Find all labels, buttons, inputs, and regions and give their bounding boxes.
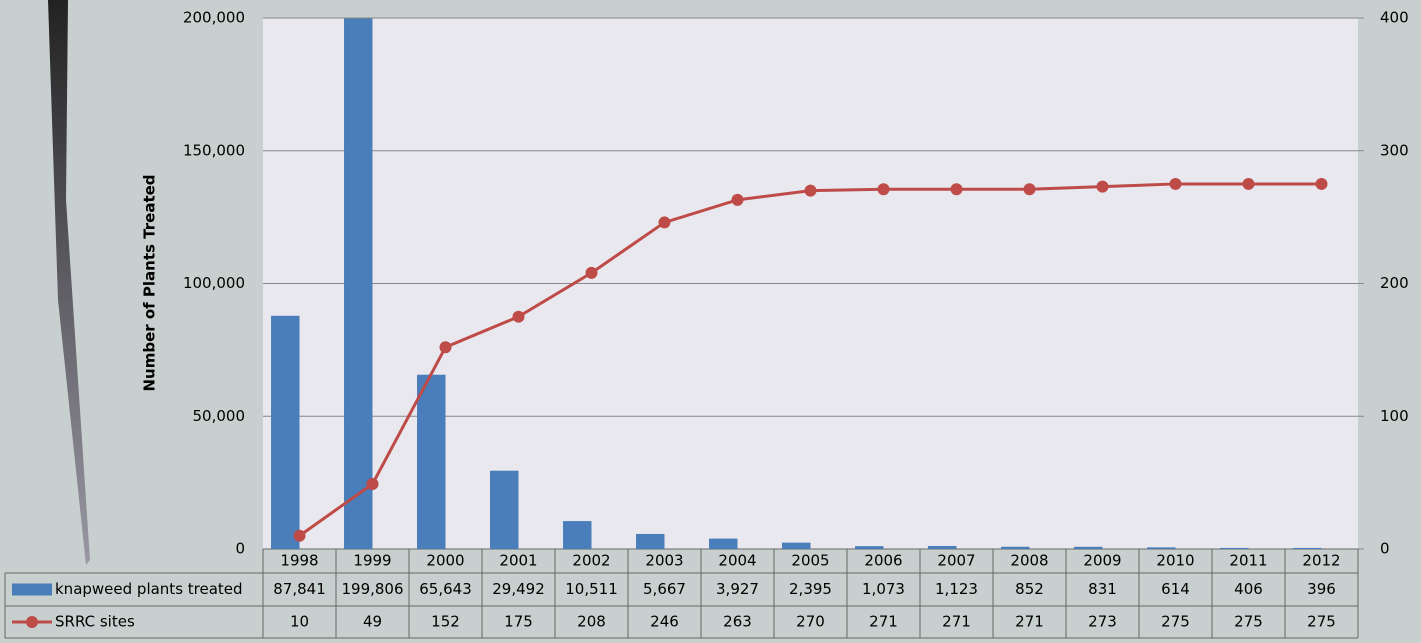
- bar: [344, 19, 372, 549]
- x-tick-label: 1998: [280, 552, 318, 570]
- table-value: 614: [1161, 580, 1190, 598]
- x-tick-label: 2003: [645, 552, 683, 570]
- x-tick-label: 2000: [426, 552, 464, 570]
- x-tick-label: 2011: [1229, 552, 1267, 570]
- bar: [1074, 547, 1102, 549]
- bar: [563, 521, 591, 549]
- bar: [636, 534, 664, 549]
- x-tick-label: 2012: [1302, 552, 1340, 570]
- table-value: 10,511: [565, 580, 618, 598]
- x-tick-label: 2009: [1083, 552, 1121, 570]
- line-point: [732, 194, 744, 206]
- table-value: 5,667: [643, 580, 686, 598]
- table-value: 175: [504, 613, 533, 631]
- bar: [928, 546, 956, 549]
- line-point: [440, 341, 452, 353]
- x-tick-label: 2007: [937, 552, 975, 570]
- legend-label: knapweed plants treated: [55, 580, 243, 598]
- bar: [1293, 548, 1321, 549]
- bar: [1147, 547, 1175, 549]
- x-tick-label: 2004: [718, 552, 756, 570]
- x-tick-label: 2001: [499, 552, 537, 570]
- bar: [271, 316, 299, 549]
- table-value: 29,492: [492, 580, 545, 598]
- line-point: [1097, 181, 1109, 193]
- table-value: 246: [650, 613, 679, 631]
- table-value: 271: [869, 613, 898, 631]
- table-value: 1,123: [935, 580, 978, 598]
- legend-swatch: [12, 584, 52, 596]
- y2-tick-label: 400: [1380, 9, 1409, 27]
- table-value: 831: [1088, 580, 1117, 598]
- y-tick-label: 100,000: [183, 274, 245, 292]
- line-point: [294, 530, 306, 542]
- table-value: 208: [577, 613, 606, 631]
- table-value: 406: [1234, 580, 1263, 598]
- legend-label: SRRC sites: [55, 613, 135, 631]
- table-value: 10: [290, 613, 309, 631]
- y2-tick-label: 200: [1380, 274, 1409, 292]
- line-point: [951, 183, 963, 195]
- table-value: 2,395: [789, 580, 832, 598]
- bar: [855, 546, 883, 549]
- table-value: 271: [1015, 613, 1044, 631]
- x-tick-label: 2005: [791, 552, 829, 570]
- table-value: 852: [1015, 580, 1044, 598]
- table-value: 275: [1161, 613, 1190, 631]
- x-tick-label: 2006: [864, 552, 902, 570]
- y-tick-label: 0: [235, 540, 245, 558]
- table-value: 273: [1088, 613, 1117, 631]
- bar: [1220, 548, 1248, 549]
- bar: [709, 539, 737, 549]
- table-value: 87,841: [273, 580, 326, 598]
- line-point: [586, 267, 598, 279]
- table-value: 152: [431, 613, 460, 631]
- line-point: [1243, 178, 1255, 190]
- bar: [1001, 547, 1029, 549]
- x-tick-label: 2002: [572, 552, 610, 570]
- table-value: 275: [1307, 613, 1336, 631]
- bar: [417, 375, 445, 549]
- line-point: [513, 311, 525, 323]
- chart: Number of Plants Treated 0 50,000 100,000 1…: [0, 0, 1421, 643]
- x-tick-label: 1999: [353, 552, 391, 570]
- bar: [490, 471, 518, 549]
- y-tick-label: 50,000: [193, 407, 246, 425]
- line-point: [1170, 178, 1182, 190]
- y-tick-label: 150,000: [183, 141, 245, 159]
- bar: [782, 543, 810, 549]
- y2-tick-label: 100: [1380, 407, 1409, 425]
- table-value: 271: [942, 613, 971, 631]
- table-value: 270: [796, 613, 825, 631]
- y-tick-label: 200,000: [183, 9, 245, 27]
- line-point: [1024, 183, 1036, 195]
- table-value: 199,806: [341, 580, 403, 598]
- table-value: 65,643: [419, 580, 472, 598]
- y2-tick-label: 300: [1380, 141, 1409, 159]
- line-point: [367, 478, 379, 490]
- table-value: 3,927: [716, 580, 759, 598]
- table-value: 263: [723, 613, 752, 631]
- line-point: [1316, 178, 1328, 190]
- x-tick-label: 2010: [1156, 552, 1194, 570]
- table-value: 1,073: [862, 580, 905, 598]
- line-point: [878, 183, 890, 195]
- y2-tick-label: 0: [1380, 540, 1390, 558]
- y-axis-label: Number of Plants Treated: [141, 174, 159, 391]
- table-value: 275: [1234, 613, 1263, 631]
- table-value: 49: [363, 613, 382, 631]
- line-point: [805, 185, 817, 197]
- line-point: [659, 216, 671, 228]
- table-value: 396: [1307, 580, 1336, 598]
- legend-swatch: [26, 616, 38, 628]
- x-tick-label: 2008: [1010, 552, 1048, 570]
